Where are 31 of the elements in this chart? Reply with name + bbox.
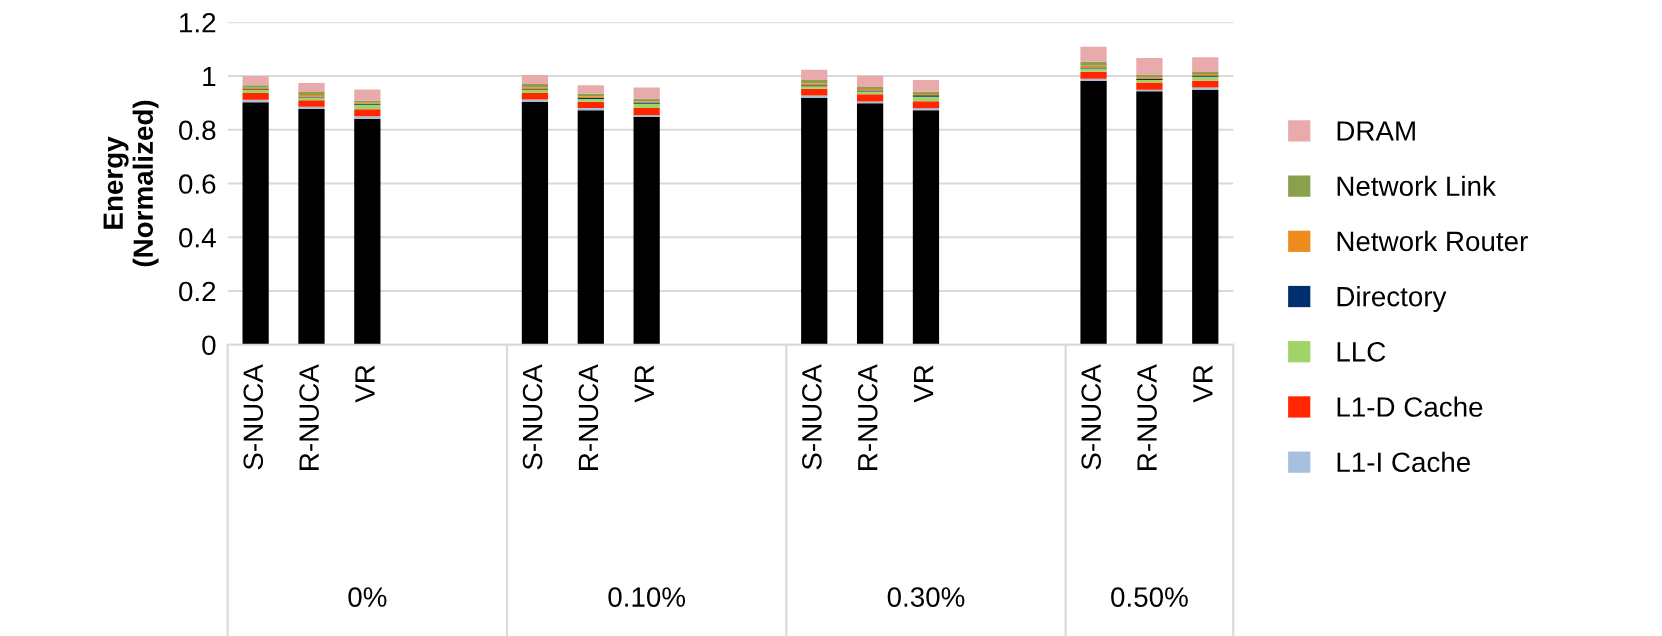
x-tick-label: R-NUCA xyxy=(299,364,319,470)
x-tick-label: S-NUCA xyxy=(522,364,543,470)
x-tick-label: VR xyxy=(1193,365,1213,403)
text: 0% xyxy=(348,587,387,607)
y-tick-label: 1 xyxy=(203,66,216,87)
legend-label: L1-D Cache xyxy=(1337,396,1483,417)
text: 0.50% xyxy=(1111,587,1188,607)
y-tick-label: 0.8 xyxy=(179,120,216,141)
x-tick-label: S-NUCA xyxy=(1081,364,1102,470)
y-tick-label: 0.6 xyxy=(179,174,216,194)
y-tick-label: 0.4 xyxy=(179,227,216,248)
legend-label: Directory xyxy=(1337,286,1447,312)
x-tick-label: R-NUCA xyxy=(857,364,878,470)
y-tick-label: 0.2 xyxy=(179,281,216,302)
legend-label: L1-I Cache xyxy=(1337,451,1470,473)
y-tick-label: 0 xyxy=(202,335,216,356)
text: 0.30% xyxy=(887,587,965,607)
legend-label: Network Router xyxy=(1337,230,1528,252)
x-tick-label: R-NUCA xyxy=(578,364,599,470)
y-axis-title: Energy (Normalized) xyxy=(103,100,159,267)
legend-label: Network Link xyxy=(1337,175,1496,197)
legend-label: DRAM xyxy=(1337,121,1415,141)
y-tick-label: 1.2 xyxy=(180,12,216,33)
x-tick-label: S-NUCA xyxy=(802,364,822,470)
x-tick-label: S-NUCA xyxy=(243,364,264,470)
text: 0.10% xyxy=(608,587,686,607)
x-tick-label: R-NUCA xyxy=(1137,364,1157,470)
x-tick-label: VR xyxy=(634,365,654,403)
x-tick-label: VR xyxy=(355,365,375,403)
legend-label: LLC xyxy=(1337,341,1386,362)
x-tick-label: VR xyxy=(914,365,934,403)
